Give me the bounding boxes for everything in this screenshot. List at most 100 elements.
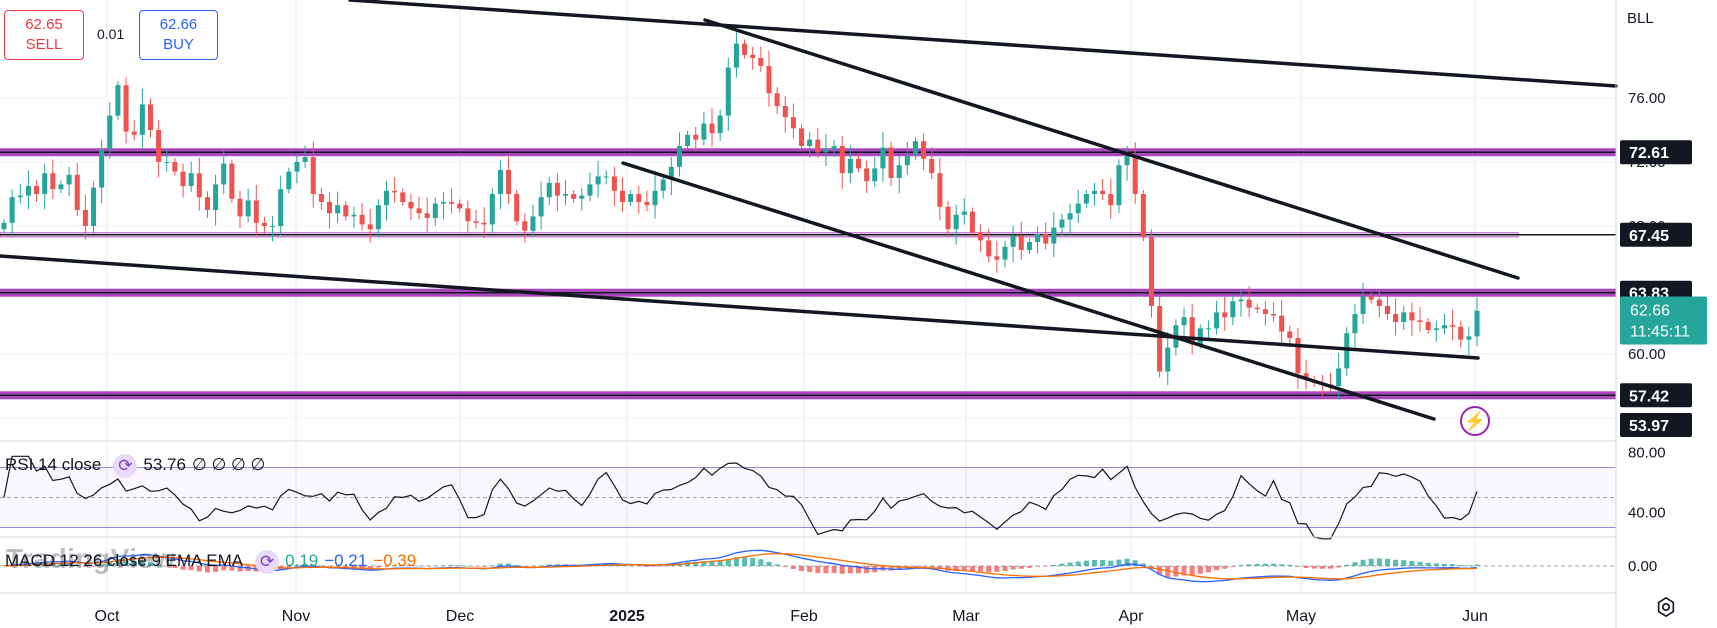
candle <box>147 98 154 138</box>
macd-histogram-bar <box>131 560 137 566</box>
candle <box>1132 142 1138 204</box>
level-band[interactable] <box>0 232 1616 238</box>
candle-body <box>766 66 772 94</box>
candle <box>180 163 186 198</box>
candle-body <box>1205 328 1211 330</box>
candle-body <box>204 197 210 210</box>
candle <box>245 188 251 223</box>
candle <box>864 160 870 193</box>
macd-histogram-bar <box>929 566 935 568</box>
level-band[interactable] <box>0 148 1616 157</box>
level-band[interactable] <box>0 288 1616 297</box>
refresh-icon[interactable]: ⟳ <box>255 550 280 574</box>
settings-gear-icon[interactable] <box>1655 596 1677 618</box>
trendline[interactable] <box>0 254 1480 360</box>
candle-body <box>790 117 796 129</box>
candle-body <box>1124 155 1130 166</box>
candle-body <box>1425 322 1431 330</box>
candle-body <box>595 176 601 185</box>
price-pane[interactable] <box>0 148 1616 400</box>
macd-histogram-bar <box>1116 559 1122 566</box>
candle-body <box>400 192 406 202</box>
candle-body <box>294 162 300 172</box>
candle-body <box>1043 234 1049 244</box>
candle <box>1124 145 1130 181</box>
macd-histogram-bar <box>1197 566 1203 574</box>
lightning-icon[interactable]: ⚡ <box>1460 406 1490 436</box>
candle-body <box>945 206 951 230</box>
candle-body <box>953 214 959 230</box>
macd-histogram-bar <box>530 566 536 567</box>
candle-body <box>497 170 503 194</box>
candle <box>1401 306 1407 330</box>
macd-histogram-bar <box>327 566 333 567</box>
candle <box>676 132 682 177</box>
candle-body <box>1433 328 1439 330</box>
refresh-icon[interactable]: ⟳ <box>113 454 138 478</box>
macd-histogram-bar <box>1157 566 1163 575</box>
candle-body <box>538 197 544 217</box>
candle-body <box>1197 328 1203 345</box>
candle-body <box>603 176 609 178</box>
candle <box>611 166 617 207</box>
candle <box>1393 298 1399 336</box>
macd-histogram-bar <box>66 563 72 566</box>
level-price-label[interactable]: 53.97 <box>1620 413 1692 437</box>
macd-histogram-bar <box>90 566 97 567</box>
rsi-pane[interactable] <box>0 455 1616 540</box>
buy-button[interactable]: 62.66 BUY <box>139 10 218 60</box>
macd-histogram-bar <box>896 566 902 570</box>
candle-body <box>799 128 805 146</box>
level-band[interactable] <box>0 391 1616 400</box>
candle-body <box>514 194 520 222</box>
candle <box>1360 282 1366 324</box>
level-price-label[interactable]: 72.61 <box>1620 140 1692 165</box>
macd-histogram-bar <box>383 566 390 567</box>
candle <box>302 145 308 168</box>
candle <box>1271 302 1277 322</box>
macd-histogram-bar <box>1425 562 1431 566</box>
candle <box>310 141 316 208</box>
level-price-label[interactable]: 57.42 <box>1620 383 1692 408</box>
symbol-label[interactable]: BLL <box>1627 10 1654 27</box>
rsi-extras: ∅ ∅ ∅ ∅ <box>191 455 266 475</box>
candle-body <box>1271 314 1277 316</box>
candle-body <box>1148 237 1154 306</box>
macd-signal-line <box>3 552 1478 580</box>
macd-histogram-bar <box>799 566 805 572</box>
trendline[interactable] <box>703 18 1520 280</box>
candle-body <box>156 130 162 162</box>
macd-histogram-bar <box>1100 559 1106 566</box>
sell-button[interactable]: 62.65 SELL <box>4 10 84 60</box>
candle-body <box>1067 213 1073 220</box>
macd-histogram-bar <box>1287 564 1293 566</box>
candle <box>465 200 471 233</box>
candle <box>1026 238 1032 254</box>
candle <box>457 199 463 213</box>
trendline[interactable] <box>621 161 1436 421</box>
trendline[interactable] <box>348 0 1618 88</box>
macd-histogram-bar <box>660 565 666 567</box>
candle-body <box>440 202 446 204</box>
trendline-drawings[interactable] <box>0 0 1618 421</box>
macd-pane[interactable] <box>0 549 1616 583</box>
macd-legend[interactable]: MACD 12 26 close 9 EMA EMA ⟳ 0.19 −0.21 −0.3… <box>5 550 422 574</box>
level-price-label[interactable]: 67.45 <box>1620 222 1692 247</box>
candle <box>1205 320 1211 341</box>
candle-body <box>864 168 870 182</box>
candle <box>725 57 731 132</box>
candle <box>375 199 381 238</box>
candle-body <box>644 202 650 206</box>
candle <box>440 192 446 220</box>
current-price-badge[interactable]: 62.66 11:45:11 <box>1620 296 1707 345</box>
candle-body <box>139 104 145 135</box>
candle <box>1075 190 1081 223</box>
macd-histogram-bar <box>449 565 455 566</box>
macd-histogram-bar <box>457 565 463 566</box>
rsi-legend[interactable]: RSI 14 close ⟳ 53.76 ∅ ∅ ∅ ∅ <box>5 454 271 478</box>
candle <box>58 180 64 194</box>
macd-histogram-bar <box>782 566 788 567</box>
macd-histogram-bar <box>213 566 219 572</box>
